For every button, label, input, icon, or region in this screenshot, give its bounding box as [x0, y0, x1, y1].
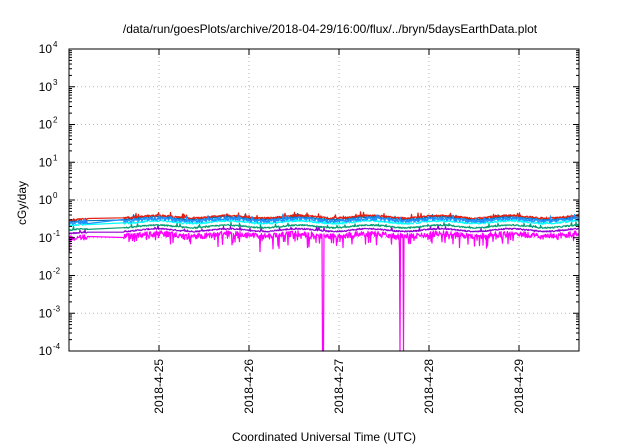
- svg-text:10: 10: [39, 80, 53, 94]
- series-line-2: [68, 224, 580, 235]
- series-group: [68, 211, 580, 352]
- x-tick-label: 2018-4-28: [422, 359, 436, 414]
- y-tick-label: 10 -1: [39, 229, 61, 245]
- axis-ticks: [69, 48, 579, 352]
- svg-text:-4: -4: [53, 342, 61, 351]
- svg-text:2: 2: [53, 116, 58, 125]
- y-axis-label: cGy/day: [15, 181, 29, 225]
- series-line-3: [68, 221, 580, 232]
- svg-text:10: 10: [39, 155, 53, 169]
- y-tick-label: 10 -4: [39, 342, 61, 358]
- svg-text:4: 4: [53, 40, 58, 49]
- x-tick-label: 2018-4-29: [512, 359, 526, 414]
- svg-text:0: 0: [53, 191, 58, 200]
- svg-text:-2: -2: [53, 267, 61, 276]
- y-tick-label: 10 2: [39, 116, 58, 132]
- x-tick-label: 2018-4-26: [242, 359, 256, 414]
- svg-text:10: 10: [39, 193, 53, 207]
- svg-text:10: 10: [39, 269, 53, 283]
- y-tick-label: 10 -3: [39, 304, 61, 320]
- series-line-6: [68, 211, 580, 222]
- x-axis-label: Coordinated Universal Time (UTC): [232, 430, 416, 444]
- svg-text:10: 10: [39, 118, 53, 132]
- y-tick-label: 10 -2: [39, 267, 61, 283]
- svg-text:10: 10: [39, 42, 53, 56]
- y-tick-label: 10 3: [39, 78, 58, 94]
- x-tick-label: 2018-4-27: [332, 359, 346, 414]
- svg-text:-3: -3: [53, 304, 61, 313]
- svg-text:1: 1: [53, 153, 58, 162]
- svg-text:3: 3: [53, 78, 58, 87]
- y-tick-label: 10 1: [39, 153, 58, 169]
- x-tick-label: 2018-4-25: [152, 359, 166, 414]
- svg-text:10: 10: [39, 231, 53, 245]
- y-tick-label: 10 0: [39, 191, 58, 207]
- chart-title: /data/run/goesPlots/archive/2018-04-29/1…: [123, 22, 538, 36]
- y-tick-label: 10 4: [39, 40, 58, 56]
- series-line-4: [68, 216, 580, 228]
- svg-text:10: 10: [39, 344, 53, 358]
- svg-text:10: 10: [39, 306, 53, 320]
- svg-text:-1: -1: [53, 229, 61, 238]
- series-line-7: [68, 213, 580, 226]
- series-line-1: [68, 230, 580, 352]
